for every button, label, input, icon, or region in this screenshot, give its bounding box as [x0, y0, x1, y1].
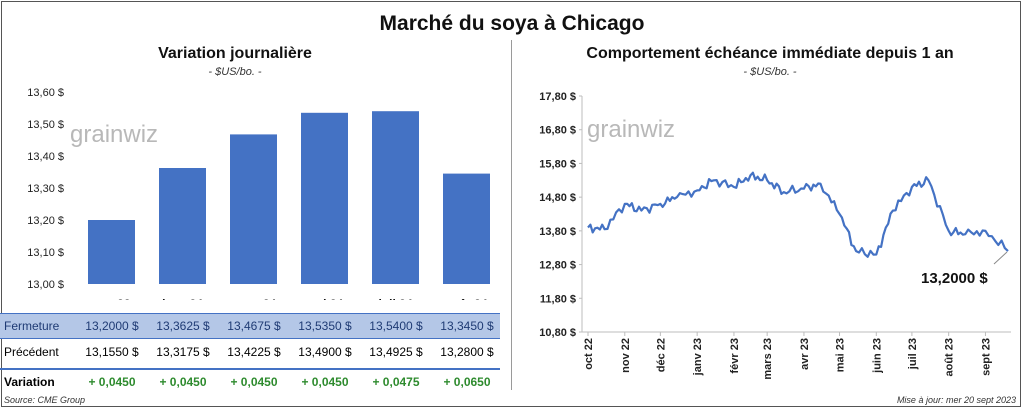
fermeture-cell: 13,3450 $ [440, 319, 494, 333]
bar [301, 112, 348, 284]
bar-x-tick-label: nov 23 [92, 297, 130, 300]
fermeture-cell: 13,2000 $ [85, 319, 139, 333]
line-x-tick-label: janv 23 [692, 338, 704, 376]
precedent-cell: 13,4900 $ [298, 345, 352, 359]
watermark-left: grainwiz [70, 121, 158, 148]
bar-x-tick-label: juil 24 [377, 297, 412, 300]
bar-x-tick-label: août 24 [445, 297, 487, 300]
bar-chart: 13,60 $ 13,50 $ 13,40 $ 13,30 $ 13,20 $ 13,10… [27, 87, 490, 300]
panel-divider [511, 40, 512, 390]
source-note: Source: CME Group [4, 395, 86, 405]
line-y-tick-label: 17,80 $ [539, 91, 576, 103]
bar-y-tick-label: 13,20 $ [27, 215, 64, 227]
variation-cell: + 0,0650 [443, 375, 491, 389]
variation-cell: + 0,0450 [301, 375, 349, 389]
line-y-tick-label: 15,80 $ [539, 158, 576, 170]
line-y-tick-label: 13,80 $ [539, 226, 576, 238]
line-x-tick-label: juil 23 [907, 338, 919, 370]
bar [159, 168, 206, 284]
line-chart: 17,80 $ 16,80 $ 15,80 $ 14,80 $ 13,80 $ 12,80… [539, 91, 1011, 380]
label-fermeture: Fermeture [4, 319, 60, 333]
bar-x-tick-label: mai 24 [306, 297, 344, 300]
fermeture-cell: 13,4675 $ [227, 319, 281, 333]
label-variation: Variation [4, 375, 55, 389]
fermeture-cell: 13,3625 $ [156, 319, 210, 333]
line-x-tick-label: avr 23 [799, 338, 811, 370]
row-variation: Variation + 0,0450 + 0,0450 + 0,0450 + 0… [0, 368, 500, 394]
variation-cell: + 0,0450 [159, 375, 207, 389]
update-note: Mise à jour: mer 20 sept 2023 [896, 395, 1016, 405]
bar [230, 134, 277, 284]
bar-x-tick-label: mars 24 [231, 297, 277, 300]
precedent-cell: 13,1550 $ [85, 345, 139, 359]
bar [372, 111, 419, 284]
line-x-tick-label: juin 23 [871, 338, 883, 374]
line-y-tick-label: 11,80 $ [540, 293, 576, 305]
left-panel-unit: - $US/bo. - [208, 66, 262, 78]
line-x-tick-label: sept 23 [980, 338, 992, 376]
line-y-tick-label: 14,80 $ [539, 192, 576, 204]
variation-cell: + 0,0475 [372, 375, 420, 389]
last-value-label: 13,2000 $ [921, 270, 988, 287]
line-y-tick-label: 10,80 $ [539, 327, 576, 339]
right-panel-title: Comportement échéance immédiate depuis 1… [586, 45, 954, 62]
line-x-tick-label: mai 23 [835, 338, 847, 372]
line-x-tick-label: févr 23 [729, 338, 741, 373]
row-fermeture: Fermeture 13,2000 $ 13,3625 $ 13,4675 $ … [0, 313, 500, 339]
fermeture-cell: 13,5350 $ [298, 319, 352, 333]
precedent-cell: 13,4225 $ [227, 345, 281, 359]
bar-y-tick-label: 13,30 $ [27, 183, 64, 195]
precedent-cell: 13,3175 $ [156, 345, 210, 359]
bar-x-tick-label: janv 24 [161, 297, 203, 300]
line-x-tick-label: déc 22 [655, 338, 667, 372]
fermeture-cell: 13,5400 $ [369, 319, 423, 333]
bar-y-tick-label: 13,40 $ [27, 151, 64, 163]
line-x-tick-label: nov 22 [620, 338, 632, 373]
annotation-leader [993, 251, 1008, 265]
watermark-right: grainwiz [587, 116, 675, 143]
line-x-tick-label: août 23 [944, 338, 956, 377]
bar-y-tick-label: 13,10 $ [27, 247, 64, 259]
bar-y-tick-label: 13,00 $ [27, 279, 64, 291]
variation-cell: + 0,0450 [88, 375, 136, 389]
precedent-cell: 13,4925 $ [369, 345, 423, 359]
label-precedent: Précédent [4, 345, 59, 359]
precedent-cell: 13,2800 $ [440, 345, 494, 359]
bar [443, 173, 490, 284]
line-y-tick-label: 16,80 $ [539, 125, 576, 137]
main-title: Marché du soya à Chicago [379, 12, 645, 35]
row-precedent: Précédent 13,1550 $ 13,3175 $ 13,4225 $ … [0, 340, 500, 364]
series-line [587, 171, 1009, 258]
line-y-tick-label: 12,80 $ [539, 260, 576, 272]
right-panel-unit: - $US/bo. - [743, 66, 797, 78]
left-panel-title: Variation journalière [158, 45, 312, 62]
line-x-tick-label: mars 23 [762, 338, 774, 380]
bar [88, 220, 135, 284]
bar-y-tick-label: 13,60 $ [27, 87, 64, 99]
line-x-tick-label: oct 22 [583, 338, 595, 370]
variation-cell: + 0,0450 [230, 375, 278, 389]
bar-y-tick-label: 13,50 $ [27, 119, 64, 131]
